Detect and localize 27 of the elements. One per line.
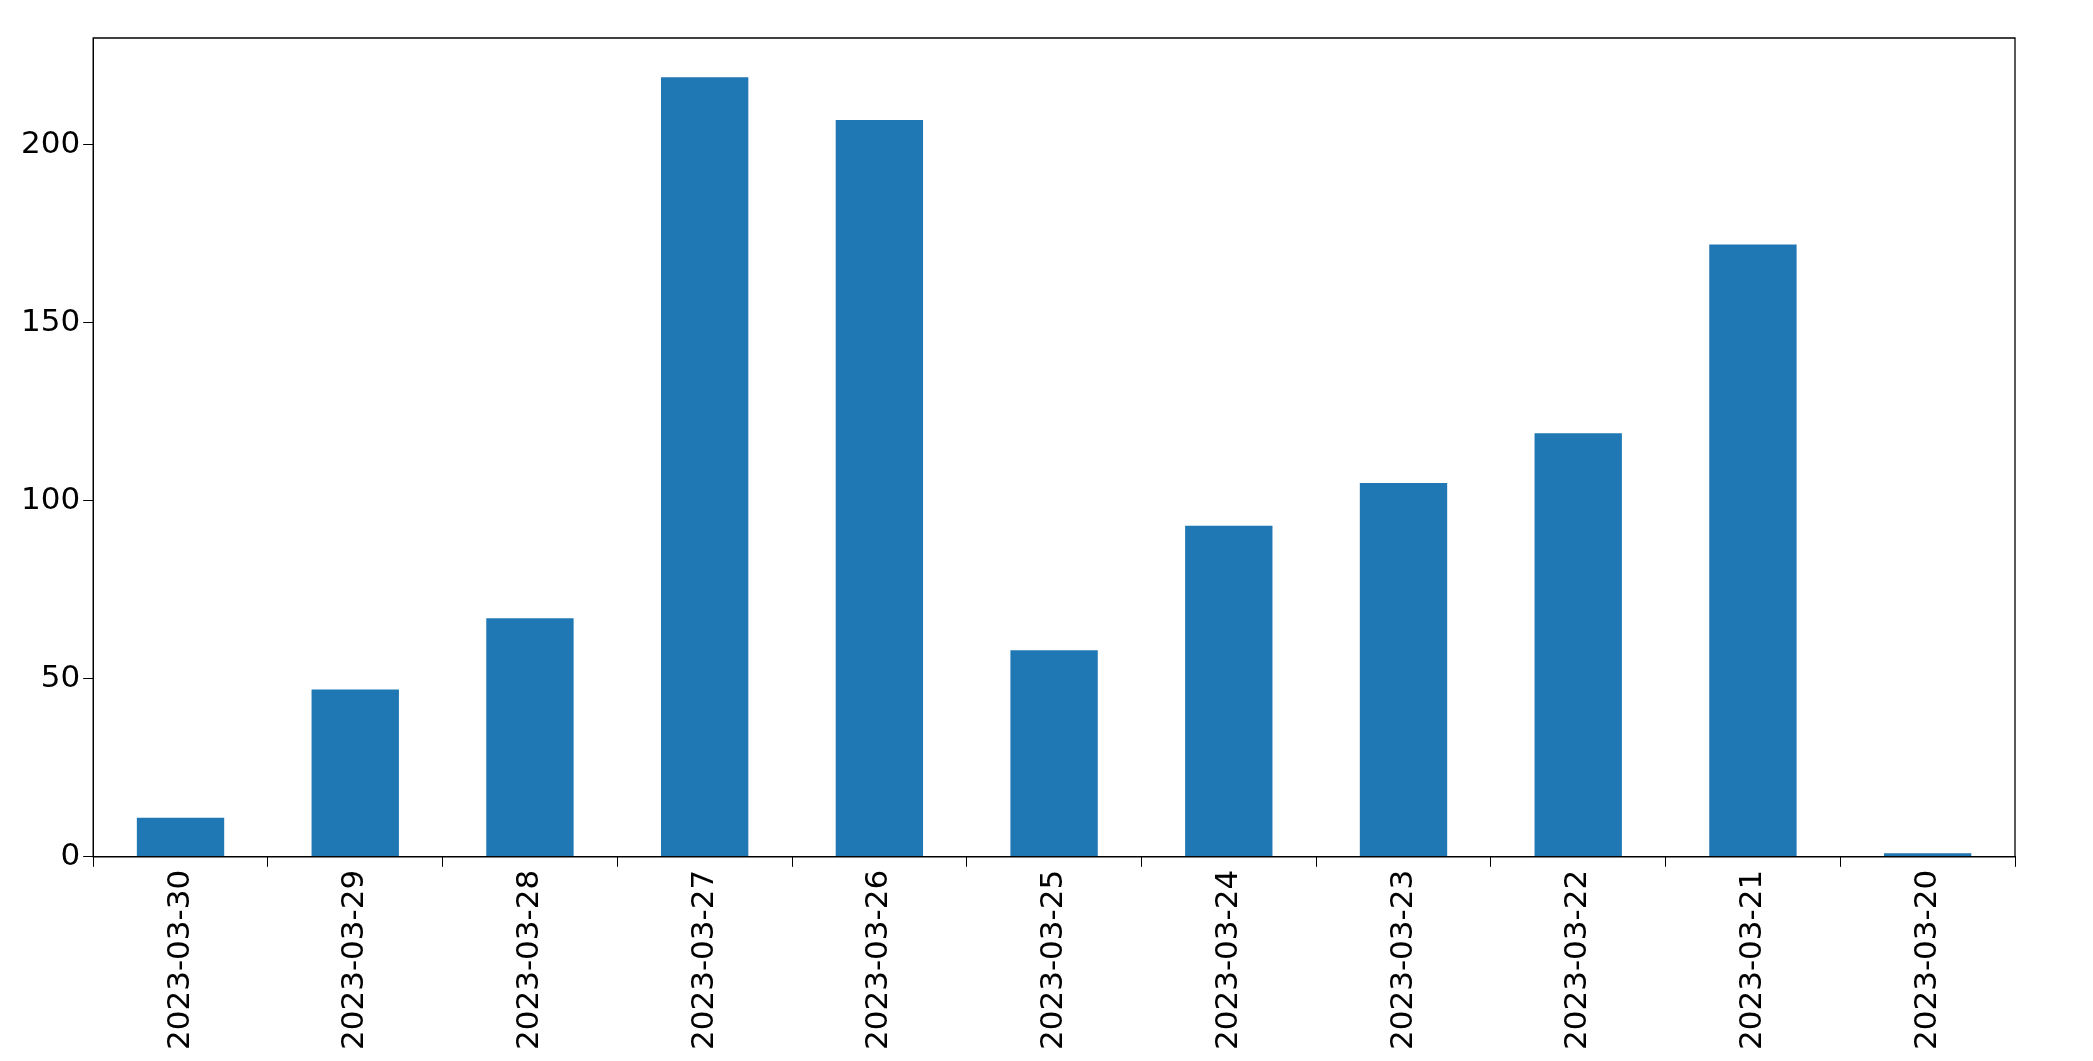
x-tick-label: 2023-03-25 <box>1033 869 1070 1051</box>
bar <box>1185 525 1273 857</box>
bar <box>1709 244 1797 857</box>
y-tick-label: 0 <box>60 835 81 872</box>
bar <box>835 119 924 857</box>
bar <box>1010 650 1098 857</box>
x-tick-label: 2023-03-27 <box>683 869 720 1051</box>
x-tick-label: 2023-03-30 <box>159 869 196 1051</box>
x-tick-label: 2023-03-24 <box>1207 869 1244 1051</box>
bar <box>660 77 749 857</box>
bar <box>1534 433 1622 857</box>
bar <box>311 689 399 857</box>
bar <box>1359 483 1448 857</box>
y-tick-label: 100 <box>21 479 81 516</box>
x-tick-label: 2023-03-21 <box>1731 869 1768 1051</box>
x-tick-label: 2023-03-26 <box>858 869 895 1051</box>
x-tick-label: 2023-03-28 <box>509 869 545 1051</box>
bar <box>136 817 225 857</box>
y-tick-label: 50 <box>40 657 81 694</box>
bar <box>486 618 574 857</box>
bar <box>1883 853 1972 857</box>
x-tick-label: 2023-03-23 <box>1382 869 1419 1051</box>
x-tick-label: 2023-03-20 <box>1906 869 1943 1051</box>
y-tick-label: 150 <box>21 301 81 338</box>
x-tick-label: 2023-03-29 <box>334 869 371 1051</box>
y-tick-label: 200 <box>21 123 81 160</box>
x-tick-label: 2023-03-22 <box>1557 869 1594 1051</box>
